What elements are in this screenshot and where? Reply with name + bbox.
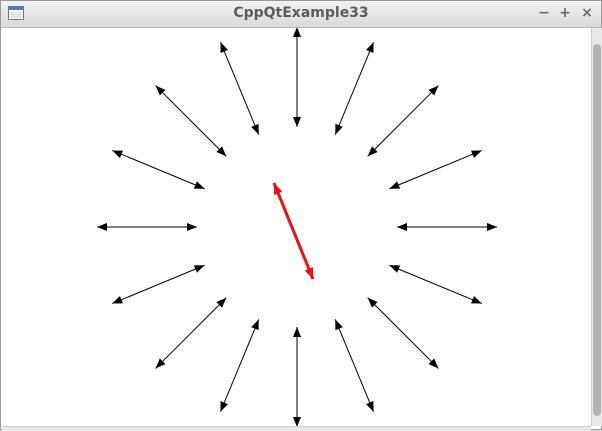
- radial-arrow-4-head-outer: [366, 401, 374, 412]
- radial-arrow-14-head-inner: [335, 123, 343, 135]
- radial-arrow-12-head-outer: [220, 42, 228, 53]
- radial-arrow-3-head-outer: [428, 358, 439, 369]
- radial-arrow-2-shaft: [389, 264, 482, 304]
- radial-arrow-11-head-inner: [216, 146, 227, 157]
- window-title: CppQtExample33: [233, 5, 369, 21]
- radial-arrow-8-shaft: [112, 264, 205, 304]
- vertical-scrollbar[interactable]: [591, 28, 602, 426]
- radial-arrow-13-head-inner: [293, 117, 301, 127]
- radial-arrow-7-head-outer: [155, 358, 166, 369]
- radial-arrow-11-head-outer: [155, 85, 166, 96]
- radial-arrow-15-head-inner: [367, 146, 378, 157]
- radial-arrow-12-shaft: [220, 42, 260, 135]
- radial-arrow-12-head-inner: [251, 123, 259, 135]
- radial-arrow-6-shaft: [220, 319, 260, 412]
- minimize-button[interactable]: −: [538, 5, 550, 21]
- radial-arrow-10-head-outer: [112, 150, 123, 158]
- radial-arrow-8-head-outer: [112, 296, 123, 304]
- red-arrow-head-outer: [304, 267, 314, 279]
- radial-arrow-13-head-outer: [293, 27, 301, 37]
- radial-arrow-7-shaft: [155, 297, 227, 369]
- horizontal-scrollbar[interactable]: [2, 426, 591, 431]
- red-arrow-head-inner: [273, 183, 283, 195]
- red-arrow-shaft: [272, 182, 315, 280]
- radial-arrow-5-head-outer: [293, 417, 301, 427]
- radial-arrow-8-head-inner: [193, 265, 205, 273]
- radial-arrow-4-head-inner: [335, 319, 343, 331]
- radial-arrow-4-shaft: [334, 319, 374, 412]
- radial-arrow-7-head-inner: [216, 297, 227, 308]
- radial-arrow-9-head-outer: [97, 223, 107, 231]
- radial-arrow-5-head-inner: [293, 327, 301, 337]
- radial-arrow-15-head-outer: [428, 85, 439, 96]
- radial-arrow-15-shaft: [367, 85, 439, 157]
- radial-arrow-10-shaft: [112, 150, 205, 190]
- radial-arrow-3-shaft: [367, 297, 439, 369]
- radial-arrow-9-head-inner: [187, 223, 197, 231]
- radial-arrow-3-head-inner: [367, 297, 378, 308]
- radial-arrow-1-head-inner: [397, 223, 407, 231]
- radial-arrow-16-head-inner: [389, 181, 401, 189]
- radial-arrow-10-head-inner: [193, 181, 205, 189]
- close-button[interactable]: ×: [581, 5, 593, 21]
- radial-arrow-14-head-outer: [366, 42, 374, 53]
- arrow-drawing: [97, 27, 497, 427]
- maximize-button[interactable]: +: [559, 5, 571, 21]
- radial-arrow-6-head-inner: [251, 319, 259, 331]
- title-bar[interactable]: CppQtExample33 − + ×: [1, 1, 601, 28]
- window-icon: [8, 6, 24, 20]
- vertical-scrollbar-thumb[interactable]: [593, 44, 601, 416]
- radial-arrow-16-shaft: [389, 150, 482, 190]
- radial-arrow-14-shaft: [334, 42, 374, 135]
- radial-arrow-2-head-outer: [471, 296, 482, 304]
- radial-arrow-2-head-inner: [389, 265, 401, 273]
- radial-arrow-6-head-outer: [220, 401, 228, 412]
- radial-arrow-16-head-outer: [471, 150, 482, 158]
- radial-arrow-1-head-outer: [487, 223, 497, 231]
- radial-arrow-11-shaft: [155, 85, 227, 157]
- drawing-canvas[interactable]: [2, 27, 590, 427]
